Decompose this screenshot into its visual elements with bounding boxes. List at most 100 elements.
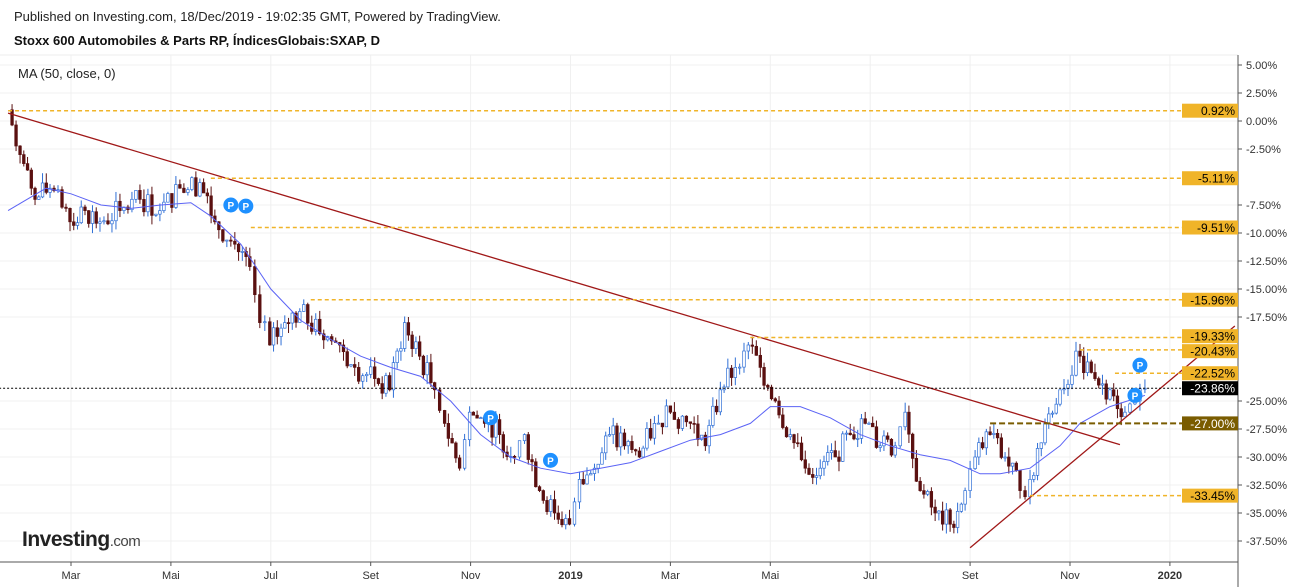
candle-body [83, 206, 87, 211]
candle-body [1047, 413, 1051, 424]
candle [766, 383, 770, 391]
candle-body [526, 434, 530, 460]
candle [421, 354, 426, 379]
level-badge [1182, 103, 1238, 118]
candle [279, 323, 283, 346]
candle-body [87, 210, 91, 224]
y-tick-label: -17.50% [1246, 312, 1287, 324]
candle-body [692, 423, 696, 425]
candle [882, 430, 886, 451]
candle-body [170, 193, 174, 208]
candle [40, 173, 45, 199]
candle-body [1018, 470, 1022, 491]
candle-body [1014, 462, 1018, 471]
candle [871, 416, 875, 428]
candle [509, 446, 513, 463]
marker-circle [238, 198, 254, 214]
candle-body [859, 418, 864, 439]
candle-body [988, 431, 992, 435]
candle-body [530, 459, 534, 463]
candle [903, 402, 907, 431]
level-label: -15.96% [1190, 293, 1235, 307]
candle [229, 236, 233, 247]
candle [432, 381, 437, 399]
candle-body [733, 367, 737, 378]
candle-body [750, 344, 754, 347]
candle [310, 315, 314, 335]
candle-body [589, 473, 593, 476]
candle [118, 193, 122, 218]
candle-body [166, 193, 170, 203]
candle [302, 299, 306, 312]
candle-body [1082, 355, 1086, 373]
candle-body [567, 518, 572, 525]
candle-body [656, 422, 661, 425]
candle-body [955, 510, 960, 528]
candle [733, 357, 737, 386]
candle-body [425, 362, 429, 376]
candle [110, 213, 114, 233]
candle [406, 316, 411, 341]
pattern-marker: P [1127, 387, 1143, 403]
candle [221, 229, 225, 243]
candle [361, 373, 365, 389]
candle-body [134, 190, 138, 200]
candle-body [233, 240, 237, 245]
candle-body [581, 479, 585, 485]
candle-body [271, 327, 276, 346]
pattern-marker: P [223, 197, 239, 213]
candle [754, 340, 758, 356]
level-badge [1182, 171, 1238, 186]
candle [501, 431, 505, 459]
candle [893, 441, 897, 458]
level-badge [1182, 344, 1238, 359]
candle-body [186, 189, 190, 193]
candle-body [221, 229, 225, 242]
candle-body [10, 109, 14, 126]
candle [762, 362, 766, 390]
candle-body [286, 322, 291, 324]
candle-body [106, 220, 110, 225]
candle-body [848, 432, 852, 435]
candle [83, 204, 87, 216]
candle-body [856, 438, 860, 440]
candle [826, 445, 830, 466]
marker-circle [1127, 387, 1143, 403]
candle-body [799, 442, 804, 461]
y-tick-label: -35.00% [1246, 508, 1287, 520]
candle [294, 311, 298, 328]
candle [497, 413, 502, 444]
candle [384, 372, 388, 397]
candle-body [1062, 388, 1066, 391]
candle-body [467, 411, 472, 441]
candle [369, 357, 373, 379]
candle-body [48, 187, 52, 193]
candle [781, 408, 785, 430]
candle [1093, 363, 1097, 381]
candle [1039, 442, 1043, 457]
candle [572, 497, 577, 527]
x-tick-label: Nov [461, 570, 481, 582]
candle [349, 364, 353, 368]
candle [146, 188, 150, 217]
candle-body [75, 222, 80, 226]
candle-body [1097, 378, 1101, 386]
candle-body [1023, 490, 1027, 498]
candle [353, 357, 357, 376]
candle [318, 310, 322, 336]
candle [182, 183, 186, 194]
candle-body [1128, 403, 1132, 413]
indicator-label[interactable]: MA (50, close, 0) [18, 66, 116, 81]
candle [1050, 410, 1055, 418]
candle [457, 454, 462, 471]
marker-label: P [228, 201, 235, 212]
candle [948, 508, 952, 532]
candle-body [893, 445, 897, 456]
candle-body [560, 518, 564, 526]
candle [90, 205, 95, 234]
candle-body [829, 450, 834, 453]
candle [955, 502, 960, 534]
candle [98, 217, 102, 232]
candle-body [178, 184, 182, 189]
